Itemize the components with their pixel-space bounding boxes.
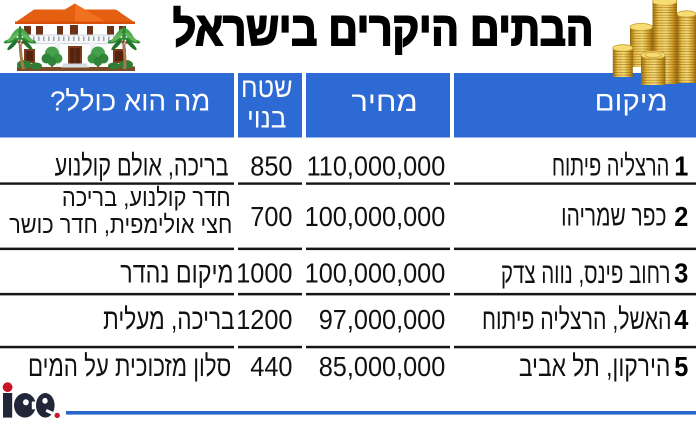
svg-text:הבתים היקרים בישראל: הבתים היקרים בישראל	[173, 3, 593, 55]
svg-text:4: 4	[674, 304, 688, 335]
svg-text:בנוי: בנוי	[247, 103, 287, 134]
svg-text:1: 1	[674, 150, 688, 181]
svg-text:בריכה, אולם קולנוע: בריכה, אולם קולנוע	[55, 150, 229, 182]
svg-text:מיקום נהדר: מיקום נהדר	[120, 256, 233, 289]
svg-text:100,000,000: 100,000,000	[305, 258, 446, 289]
svg-text:רחוב פינס, נווה צדק: רחוב פינס, נווה צדק	[501, 257, 670, 289]
svg-text:שטח: שטח	[241, 72, 292, 103]
svg-text:מה הוא כולל?: מה הוא כולל?	[50, 86, 210, 117]
svg-text:100,000,000: 100,000,000	[305, 201, 446, 232]
svg-text:האשל, הרצליה פיתוח: האשל, הרצליה פיתוח	[482, 304, 671, 336]
svg-text:חדר קולנוע, בריכה: חדר קולנוע, בריכה	[62, 184, 231, 212]
svg-text:1000: 1000	[236, 258, 292, 289]
svg-text:סלון מזכוכית על המים: סלון מזכוכית על המים	[28, 349, 231, 383]
svg-text:חצי אולימפית, חדר כושר: חצי אולימפית, חדר כושר	[9, 211, 232, 239]
svg-text:440: 440	[250, 351, 292, 382]
svg-text:2: 2	[674, 201, 688, 232]
svg-text:110,000,000: 110,000,000	[307, 150, 446, 181]
svg-text:97,000,000: 97,000,000	[319, 304, 446, 335]
svg-text:הרצליה פיתוח: הרצליה פיתוח	[552, 150, 670, 183]
svg-text:מיקום: מיקום	[595, 86, 668, 117]
svg-text:700: 700	[250, 201, 292, 232]
svg-text:בריכה, מעלית: בריכה, מעלית	[103, 302, 234, 336]
svg-text:כפר שמריהו: כפר שמריהו	[561, 200, 666, 232]
svg-text:3: 3	[674, 258, 688, 289]
svg-text:850: 850	[250, 150, 292, 181]
svg-text:הירקון, תל אביב: הירקון, תל אביב	[519, 349, 671, 382]
svg-text:1200: 1200	[236, 304, 292, 335]
svg-text:5: 5	[674, 351, 688, 382]
svg-text:85,000,000: 85,000,000	[319, 351, 446, 382]
svg-text:מחיר: מחיר	[351, 86, 417, 117]
